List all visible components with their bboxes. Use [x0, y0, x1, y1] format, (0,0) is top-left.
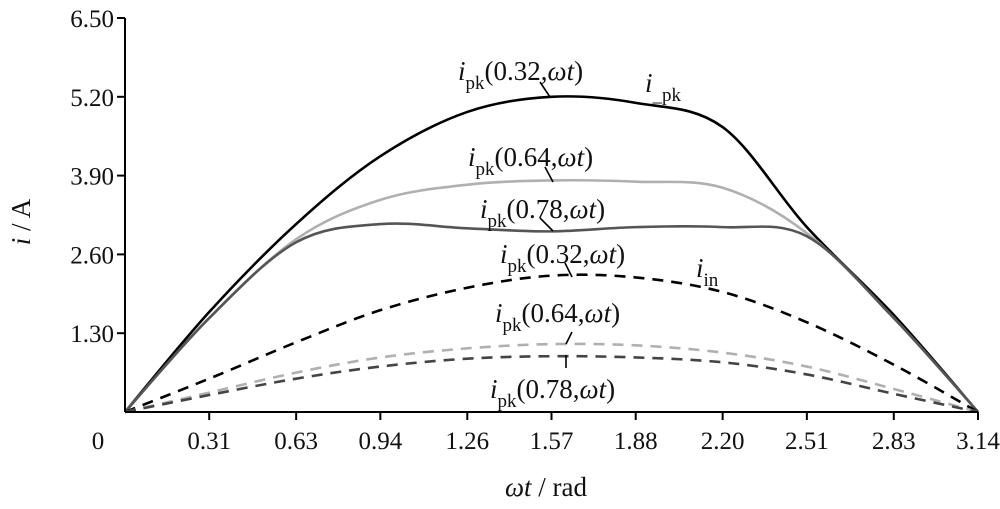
annotation-label: i_pk — [645, 68, 682, 106]
anno-layer: ipk(0.32,ωt) ipk(0.64,ωt) ipk(0.78,ωt) ipk(… — [458, 56, 719, 412]
annotation-label: ipk(0.32,ωt) — [500, 239, 625, 277]
x-tick-label: 0.63 — [274, 428, 318, 455]
annotation-label: ipk(0.78,ωt) — [490, 374, 615, 412]
annotation-leader — [564, 262, 573, 278]
x-tick-label: 2.83 — [872, 428, 916, 455]
x-tick-label: 1.88 — [614, 428, 658, 455]
y-axis-title: i / A — [6, 198, 36, 245]
y-tick-label: 2.60 — [70, 242, 114, 269]
annotation-leader — [565, 331, 573, 345]
annotation-leader — [544, 166, 554, 183]
x-tick-label: 2.51 — [785, 428, 829, 455]
annotation-label: ipk(0.78,ωt) — [480, 194, 605, 232]
x-tick-label: 3.14 — [956, 428, 1000, 455]
x-tick-label: 1.57 — [530, 428, 574, 455]
series-line-3 — [124, 222, 979, 413]
annotation-label: iin — [696, 253, 719, 291]
y-tick-label: 5.20 — [70, 85, 114, 112]
x-axis-title: ωt / rad — [505, 472, 588, 502]
x-tick-label: 2.20 — [701, 428, 745, 455]
annotation-leader — [539, 81, 551, 98]
x-tick-label: 0.94 — [358, 428, 402, 455]
series-line-4 — [124, 273, 979, 414]
tick-layer: 0.31 0.63 0.94 1.26 1.57 1.88 2.20 2.51 2.83 3.14… — [70, 6, 1000, 455]
y-tick-label: 6.50 — [70, 6, 114, 33]
annotation-label: ipk(0.64,ωt) — [495, 298, 620, 336]
annotation-leader — [539, 217, 554, 232]
x-tick-label: 0.31 — [187, 428, 231, 455]
leader-layer — [539, 81, 573, 368]
annotation-label: ipk(0.32,ωt) — [458, 56, 583, 94]
y-tick-label: 3.90 — [70, 164, 114, 191]
x-tick-label: 1.26 — [445, 428, 489, 455]
annotation-label: ipk(0.64,ωt) — [468, 142, 593, 180]
origin-label: 0 — [92, 428, 105, 455]
y-tick-label: 1.30 — [70, 321, 114, 348]
